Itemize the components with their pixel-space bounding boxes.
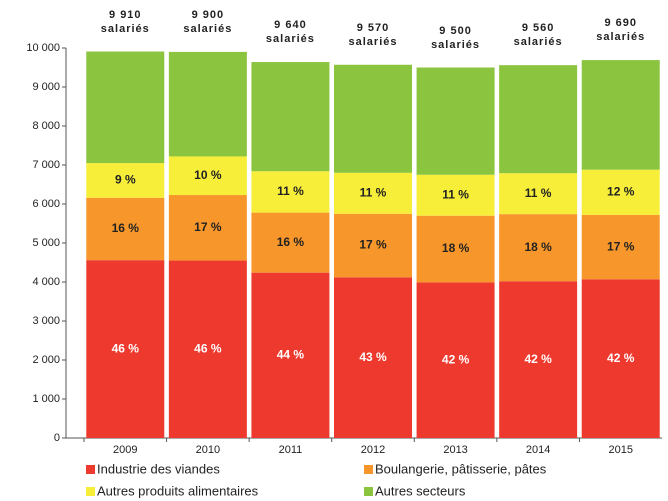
share-label: 11 % — [442, 187, 469, 201]
share-label: 44 % — [277, 347, 305, 361]
total-label: 9 640 salariés — [265, 19, 315, 46]
share-label: 42 % — [524, 352, 552, 366]
bar-segment — [499, 173, 578, 215]
y-tick-label: 7 000 — [32, 159, 60, 171]
legend-swatch — [364, 487, 373, 496]
bar-segment — [168, 260, 247, 438]
total-label: 9 560 salariés — [513, 22, 563, 49]
share-label: 11 % — [360, 185, 387, 199]
legend-label: Autres produits alimentaires — [97, 483, 259, 498]
share-label: 12 % — [607, 184, 635, 198]
share-label: 42 % — [442, 352, 470, 366]
bar-segment — [581, 279, 660, 438]
y-tick-label: 4 000 — [32, 276, 60, 288]
bar-segment — [416, 174, 495, 216]
y-tick-label: 10 000 — [26, 42, 60, 54]
bar-segment — [251, 212, 330, 273]
y-tick-label: 3 000 — [32, 315, 60, 327]
legend-label: Boulangerie, pâtisserie, pâtes — [375, 461, 547, 476]
bar-segment — [416, 282, 495, 438]
legend-swatch — [86, 465, 95, 474]
legend-swatch — [86, 487, 95, 496]
legend-label: Autres secteurs — [375, 483, 466, 498]
bar-segment — [168, 51, 247, 157]
share-label: 16 % — [112, 221, 140, 235]
total-label: 9 900 salariés — [183, 8, 233, 35]
share-label: 17 % — [359, 238, 387, 252]
y-tick-label: 8 000 — [32, 120, 60, 132]
share-label: 18 % — [442, 241, 470, 255]
total-label: 9 690 salariés — [596, 17, 646, 44]
y-tick-label: 9 000 — [32, 81, 60, 93]
bar-segment — [581, 169, 660, 215]
bar-segment — [416, 67, 495, 175]
share-label: 17 % — [607, 239, 635, 253]
x-tick-label: 2010 — [196, 444, 220, 456]
x-tick-label: 2014 — [526, 444, 550, 456]
bar-segment — [581, 60, 660, 170]
bar-segment — [581, 214, 660, 280]
x-tick-label: 2011 — [279, 444, 303, 456]
share-label: 43 % — [359, 350, 387, 364]
bar-segment — [334, 277, 412, 438]
bar-segment — [86, 51, 165, 164]
y-tick-label: 1 000 — [32, 393, 60, 405]
legend-swatch — [364, 465, 373, 474]
share-label: 16 % — [277, 235, 305, 249]
share-label: 46 % — [112, 341, 140, 355]
y-tick-label: 5 000 — [32, 237, 60, 249]
share-label: 10 % — [194, 168, 222, 182]
share-label: 46 % — [194, 341, 222, 355]
bar-segment — [86, 163, 165, 198]
x-tick-label: 2015 — [608, 444, 632, 456]
bar-segment — [416, 215, 495, 283]
share-label: 18 % — [524, 240, 552, 254]
total-label: 9 910 salariés — [100, 8, 150, 35]
bar-segment — [251, 171, 330, 213]
bar-segment — [251, 62, 330, 172]
bar-segment — [86, 197, 165, 261]
x-tick-label: 2013 — [443, 444, 467, 456]
bar-segment — [499, 65, 578, 174]
share-label: 11 % — [525, 186, 552, 200]
share-label: 17 % — [194, 220, 222, 234]
x-tick-label: 2009 — [113, 444, 137, 456]
share-label: 11 % — [277, 184, 304, 198]
y-tick-label: 2 000 — [32, 354, 60, 366]
total-label: 9 500 salariés — [431, 24, 481, 51]
total-label: 9 570 salariés — [348, 21, 398, 48]
bar-segment — [334, 64, 412, 173]
share-label: 42 % — [607, 351, 635, 365]
bar-segment — [168, 156, 247, 196]
x-tick-label: 2012 — [361, 444, 385, 456]
bar-segment — [168, 195, 247, 261]
y-tick-label: 0 — [54, 432, 60, 444]
bar-segment — [86, 260, 165, 438]
bar-segment — [334, 213, 412, 278]
share-label: 9 % — [115, 173, 136, 187]
bar-segment — [499, 281, 578, 438]
y-tick-label: 6 000 — [32, 198, 60, 210]
bar-segment — [334, 172, 412, 214]
bar-segment — [251, 272, 330, 438]
legend-label: Industrie des viandes — [97, 461, 220, 476]
bar-segment — [499, 214, 578, 282]
